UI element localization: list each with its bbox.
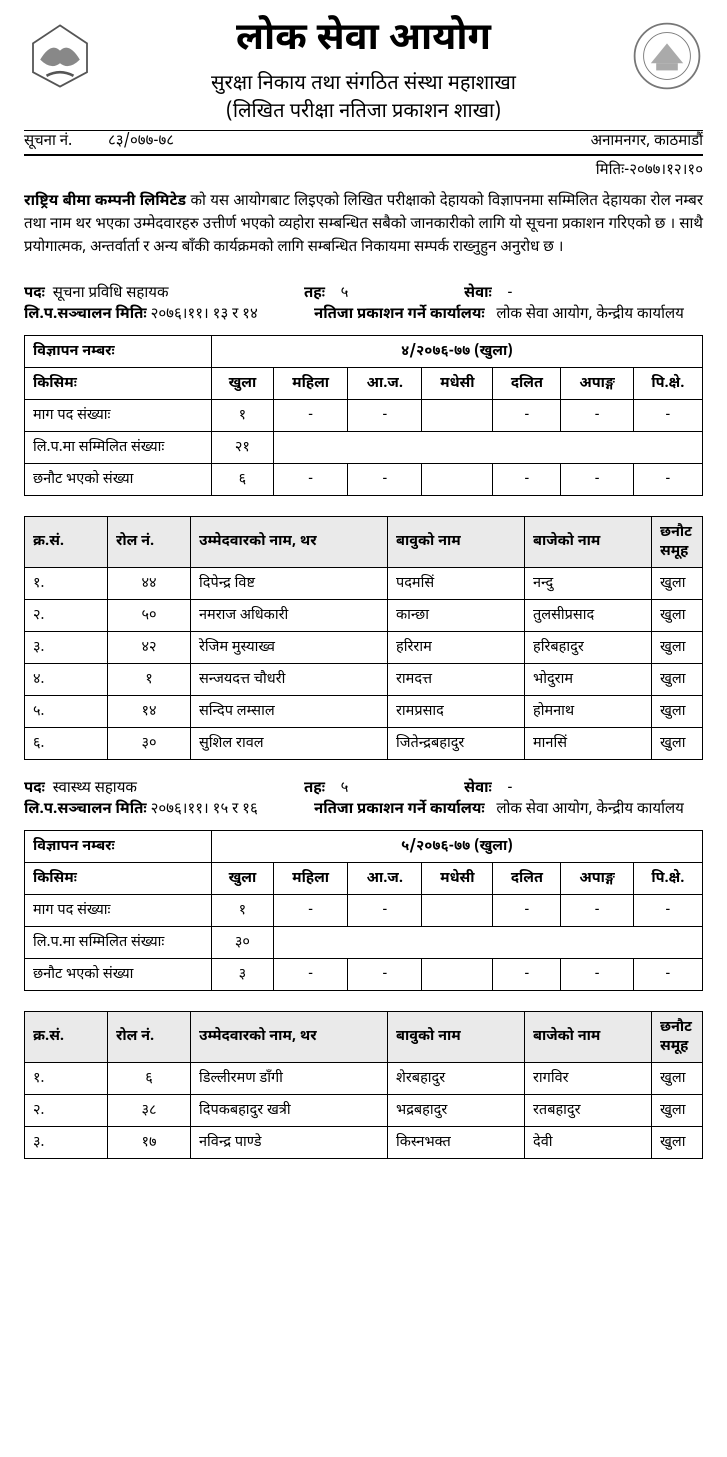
table-row: ५.१४सन्दिप लम्सालरामप्रसादहोमनाथखुला [25,695,703,727]
sections-container: पदः सूचना प्रविधि सहायकतहः ५सेवाः - लि.प.… [24,285,703,1159]
body-paragraph: राष्ट्रिय बीमा कम्पनी लिमिटेड को यस आयोग… [24,191,703,261]
exam-info-line: लि.प.सञ्चालन मितिः २०७६।११। १३ र १४नतिजा… [24,306,703,325]
quota-table: विज्ञापन नम्बरः४/२०७६-७७ (खुला)किसिमःखुल… [24,335,703,496]
quota-table: विज्ञापन नम्बरः५/२०७६-७७ (खुला)किसिमःखुल… [24,830,703,991]
notice-label: सूचना नं. [24,133,72,152]
branch-title: (लिखित परीक्षा नतिजा प्रकाशन शाखा) [114,100,613,126]
table-row: ३.१७नविन्द्र पाण्डेकिस्नभक्तदेवीखुला [25,1126,703,1158]
notice-row: सूचना नं. ८३/०७७-७८ अनामनगर, काठमाडौं [24,133,703,152]
table-row: १.४४दिपेन्द्र विष्टपदमसिंनन्दुखुला [25,567,703,599]
table-row: २.५०नमराज अधिकारीकान्छातुलसीप्रसादखुला [25,599,703,631]
table-row: ४.१सन्जयदत्त चौधरीरामदत्तभोदुरामखुला [25,663,703,695]
org-title: लोक सेवा आयोग [114,20,613,62]
table-row: ३.४२रेजिम मुस्याख्वहरिरामहरिबहादुरखुला [25,631,703,663]
national-emblem-icon [24,20,96,92]
date-value: २०७७।१२।१० [629,162,703,181]
division-title: सुरक्षा निकाय तथा संगठित संस्था महाशाखा [114,72,613,98]
notice-number: ८३/०७७-७८ [108,133,174,152]
post-info-line: पदः स्वास्थ्य सहायकतहः ५सेवाः - [24,780,703,799]
psc-seal-icon [631,20,703,92]
table-row: १.६डिल्लीरमण डाँगीशेरबहादुररागविरखुला [25,1062,703,1094]
document-header: लोक सेवा आयोग सुरक्षा निकाय तथा संगठित स… [24,20,703,131]
date-label: मितिः- [596,162,629,181]
table-row: २.३८दिपकबहादुर खत्रीभद्रबहादुररतबहादुरखु… [25,1094,703,1126]
results-table: क्र.सं.रोल नं.उम्मेदवारको नाम, थरबावुको … [24,1011,703,1159]
table-row: ६.३०सुशिल रावलजितेन्द्रबहादुरमानसिंखुला [25,727,703,759]
results-table: क्र.सं.रोल नं.उम्मेदवारको नाम, थरबावुको … [24,516,703,760]
org-name: राष्ट्रिय बीमा कम्पनी लिमिटेड [24,193,186,212]
date-line: मितिः-२०७७।१२।१० [24,162,703,181]
location: अनामनगर, काठमाडौं [591,133,703,152]
post-info-line: पदः सूचना प्रविधि सहायकतहः ५सेवाः - [24,285,703,304]
divider [24,154,703,156]
header-center: लोक सेवा आयोग सुरक्षा निकाय तथा संगठित स… [114,20,613,126]
exam-info-line: लि.प.सञ्चालन मितिः २०७६।११। १५ र १६नतिजा… [24,801,703,820]
